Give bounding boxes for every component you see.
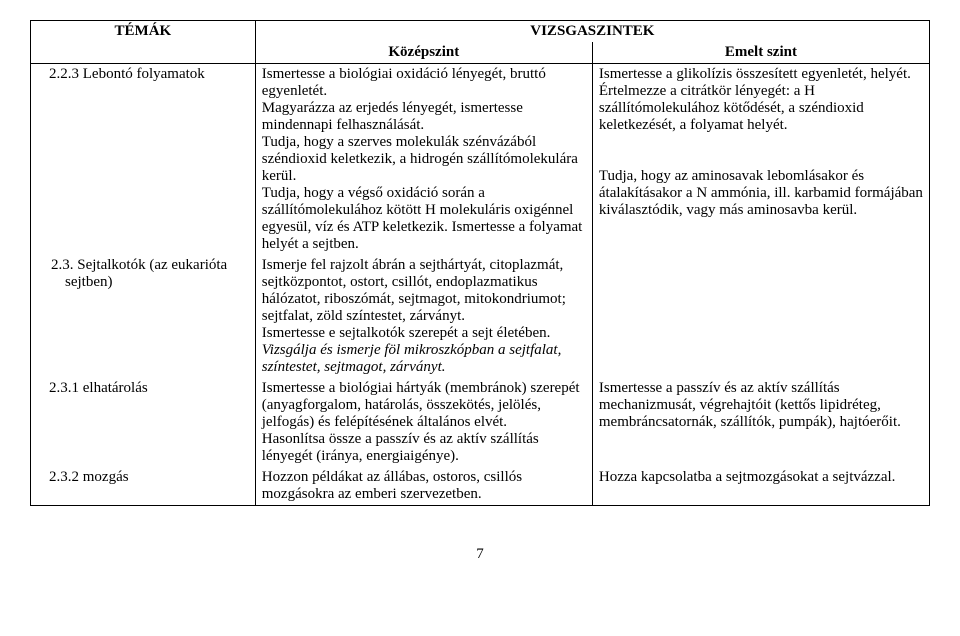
table-row: 2.2.3 Lebontó folyamatok Ismertesse a bi… [31,64,930,256]
mid-cell: Hozzon példákat az állábas, ostoros, csi… [255,467,592,506]
mid-text: Ismerje fel rajzolt ábrán a sejthártyát,… [262,257,566,341]
header-high: Emelt szint [592,42,929,64]
curriculum-table: TÉMÁK VIZSGASZINTEK Középszint Emelt szi… [30,20,930,506]
header-topics: TÉMÁK [31,21,256,64]
high-cell: Ismertesse a passzív és az aktív szállít… [592,378,929,467]
header-mid: Középszint [255,42,592,64]
topic-label: 2.3.1 elhatárolás [37,380,249,397]
mid-cell: Ismerje fel rajzolt ábrán a sejthártyát,… [255,255,592,378]
mid-cell: Ismertesse a biológiai hártyák (membráno… [255,378,592,467]
header-levels: VIZSGASZINTEK [255,21,929,43]
table-row: 2.3. Sejtalkotók (az eukarióta sejtben) … [31,255,930,378]
topic-label: 2.3.2 mozgás [37,469,249,486]
high-cell: Ismertesse a glikolízis összesített egye… [592,64,929,256]
table-row: 2.3.2 mozgás Hozzon példákat az állábas,… [31,467,930,506]
high-cell: Hozza kapcsolatba a sejtmozgásokat a sej… [592,467,929,506]
page-number: 7 [30,546,930,563]
topic-label: 2.2.3 Lebontó folyamatok [37,66,249,83]
mid-text-italic: Vizsgálja és ismerje föl mikroszkópban a… [262,342,562,375]
topic-label: 2.3. Sejtalkotók (az eukarióta sejtben) [37,257,249,291]
mid-cell: Ismertesse a biológiai oxidáció lényegét… [255,64,592,256]
high-cell [592,255,929,378]
table-row: 2.3.1 elhatárolás Ismertesse a biológiai… [31,378,930,467]
